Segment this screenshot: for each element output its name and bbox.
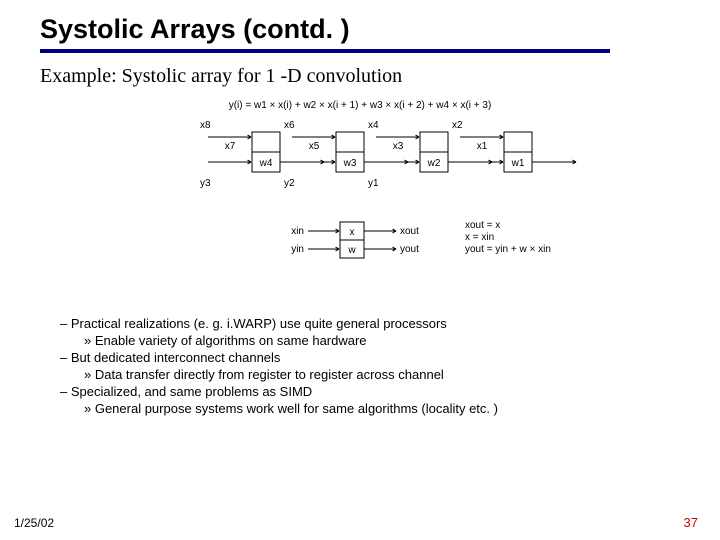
svg-text:x3: x3 [393,141,404,152]
svg-text:yin: yin [291,244,304,255]
equation-text: y(i) = w1 × x(i) + w2 × x(i + 1) + w3 × … [229,100,492,111]
svg-text:xin: xin [291,226,304,237]
footer-page: 37 [684,515,698,530]
svg-text:x: x [350,227,355,238]
svg-text:x1: x1 [477,141,488,152]
bullet-l2: » Enable variety of algorithms on same h… [60,333,670,348]
bullet-l2: » Data transfer directly from register t… [60,367,670,382]
detail-cell: xw xin yin xout yout xout = x x = xinyout = y… [291,220,551,258]
svg-text:x4: x4 [368,120,379,131]
svg-text:w1: w1 [511,158,525,169]
svg-text:x8: x8 [200,120,211,131]
svg-text:y2: y2 [284,178,295,189]
slide-title: Systolic Arrays (contd. ) [40,14,610,45]
svg-text:x2: x2 [452,120,463,131]
cells-top: x8 x7 w4 x6 x5 w3 x4 x3 w2 x2 x1 w1 y3 y2 y1 [200,120,576,189]
svg-text:w3: w3 [343,158,357,169]
systolic-diagram: y(i) = w1 × x(i) + w2 × x(i + 1) + w3 × … [90,96,630,306]
svg-text:xout = x: xout = x [465,220,500,231]
svg-text:yout: yout [400,244,419,255]
footer-date: 1/25/02 [14,516,54,530]
bullets: – Practical realizations (e. g. i.WARP) … [60,316,670,416]
svg-text:x5: x5 [309,141,320,152]
svg-text:w: w [347,245,356,256]
bullet-l1: – Practical realizations (e. g. i.WARP) … [60,316,670,331]
svg-text:x = xin: x = xin [465,232,494,243]
example-line: Example: Systolic array for 1 -D convolu… [40,65,690,88]
title-underline: Systolic Arrays (contd. ) [40,14,610,53]
svg-text:yout = yin + w × xin: yout = yin + w × xin [465,244,551,255]
svg-text:y1: y1 [368,178,379,189]
svg-text:w4: w4 [259,158,273,169]
svg-text:x6: x6 [284,120,295,131]
svg-text:x7: x7 [225,141,236,152]
svg-text:w2: w2 [427,158,441,169]
svg-text:xout: xout [400,226,419,237]
bullet-l2: » General purpose systems work well for … [60,401,670,416]
svg-text:y3: y3 [200,178,211,189]
bullet-l1: – Specialized, and same problems as SIMD [60,384,670,399]
bullet-l1: – But dedicated interconnect channels [60,350,670,365]
